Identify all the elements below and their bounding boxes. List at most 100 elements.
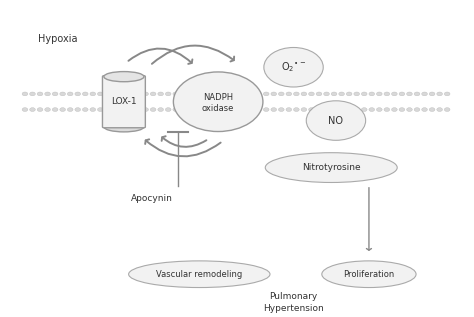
Circle shape <box>369 92 374 96</box>
Circle shape <box>150 108 156 112</box>
Circle shape <box>158 92 164 96</box>
Circle shape <box>98 92 103 96</box>
Circle shape <box>120 108 126 112</box>
Circle shape <box>135 108 141 112</box>
Circle shape <box>241 108 246 112</box>
Circle shape <box>52 92 58 96</box>
Circle shape <box>188 108 194 112</box>
Circle shape <box>218 108 224 112</box>
Circle shape <box>226 108 231 112</box>
Circle shape <box>316 108 322 112</box>
Ellipse shape <box>104 72 144 82</box>
Circle shape <box>60 92 65 96</box>
Circle shape <box>316 92 322 96</box>
Circle shape <box>233 92 239 96</box>
Text: NO: NO <box>328 116 344 126</box>
Circle shape <box>361 92 367 96</box>
FancyBboxPatch shape <box>102 76 146 128</box>
Text: oxidase: oxidase <box>202 104 234 113</box>
Circle shape <box>339 92 345 96</box>
Circle shape <box>339 108 345 112</box>
Text: Proliferation: Proliferation <box>343 270 394 279</box>
Text: LOX-1: LOX-1 <box>111 97 137 106</box>
Text: NADPH: NADPH <box>203 93 233 101</box>
Circle shape <box>376 92 382 96</box>
Text: Vascular remodeling: Vascular remodeling <box>156 270 242 279</box>
Circle shape <box>128 108 133 112</box>
Circle shape <box>150 92 156 96</box>
Circle shape <box>128 92 133 96</box>
Circle shape <box>301 108 307 112</box>
Circle shape <box>346 92 352 96</box>
Circle shape <box>181 92 186 96</box>
Circle shape <box>354 108 359 112</box>
Circle shape <box>82 108 88 112</box>
Text: Pulmonary
Hypertension: Pulmonary Hypertension <box>263 292 324 313</box>
Circle shape <box>429 92 435 96</box>
Circle shape <box>248 108 254 112</box>
Circle shape <box>105 108 111 112</box>
Circle shape <box>173 72 263 132</box>
Circle shape <box>324 108 329 112</box>
Circle shape <box>444 108 450 112</box>
Circle shape <box>241 92 246 96</box>
Circle shape <box>143 92 148 96</box>
Circle shape <box>264 92 269 96</box>
Ellipse shape <box>104 122 144 132</box>
Circle shape <box>98 108 103 112</box>
Circle shape <box>264 48 323 87</box>
Circle shape <box>324 92 329 96</box>
Circle shape <box>369 108 374 112</box>
Circle shape <box>278 92 284 96</box>
Circle shape <box>113 92 118 96</box>
Circle shape <box>407 108 412 112</box>
Circle shape <box>233 108 239 112</box>
Circle shape <box>293 108 299 112</box>
Text: Apocynin: Apocynin <box>131 194 173 204</box>
Circle shape <box>407 92 412 96</box>
Circle shape <box>248 92 254 96</box>
Circle shape <box>90 92 96 96</box>
Circle shape <box>256 108 262 112</box>
Circle shape <box>173 108 179 112</box>
Circle shape <box>210 92 216 96</box>
Circle shape <box>354 92 359 96</box>
Ellipse shape <box>322 261 416 288</box>
Circle shape <box>331 92 337 96</box>
Circle shape <box>399 92 405 96</box>
Circle shape <box>286 92 292 96</box>
Circle shape <box>173 92 179 96</box>
Circle shape <box>293 92 299 96</box>
Circle shape <box>392 92 397 96</box>
Circle shape <box>196 92 201 96</box>
Circle shape <box>392 108 397 112</box>
Circle shape <box>37 108 43 112</box>
Circle shape <box>361 108 367 112</box>
Circle shape <box>90 108 96 112</box>
Circle shape <box>210 108 216 112</box>
Circle shape <box>301 92 307 96</box>
Circle shape <box>143 108 148 112</box>
Circle shape <box>30 92 36 96</box>
Circle shape <box>120 92 126 96</box>
Circle shape <box>306 101 365 140</box>
Circle shape <box>384 92 390 96</box>
Circle shape <box>188 92 194 96</box>
Circle shape <box>414 92 420 96</box>
Circle shape <box>165 108 171 112</box>
Circle shape <box>181 108 186 112</box>
Ellipse shape <box>128 261 270 288</box>
Circle shape <box>22 92 28 96</box>
Circle shape <box>422 108 428 112</box>
Text: Hypoxia: Hypoxia <box>38 34 78 44</box>
Circle shape <box>384 108 390 112</box>
Circle shape <box>422 92 428 96</box>
Circle shape <box>437 92 442 96</box>
Circle shape <box>429 108 435 112</box>
Circle shape <box>67 108 73 112</box>
Circle shape <box>437 108 442 112</box>
Circle shape <box>346 108 352 112</box>
Circle shape <box>196 108 201 112</box>
Circle shape <box>414 108 420 112</box>
Circle shape <box>30 108 36 112</box>
